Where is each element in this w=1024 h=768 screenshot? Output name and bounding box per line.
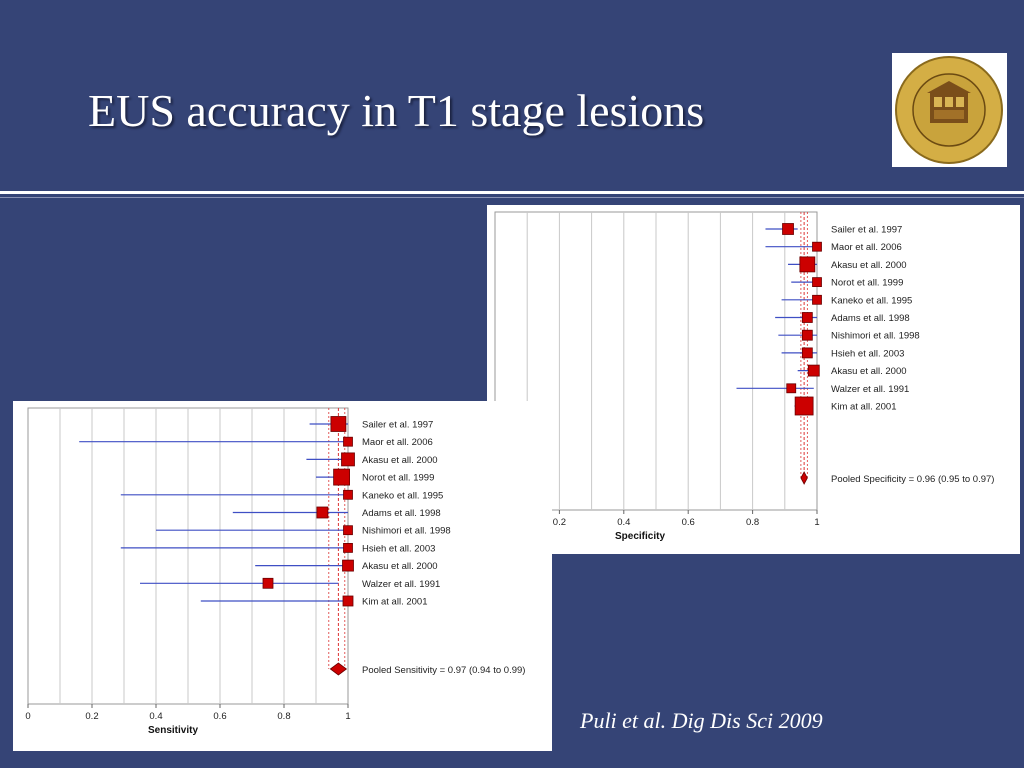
- specificity-pooled-label: Pooled Specificity = 0.96 (0.95 to 0.97): [831, 474, 994, 485]
- sensitivity-pooled-label: Pooled Sensitivity = 0.97 (0.94 to 0.99): [362, 665, 525, 676]
- sensitivity-study-marker: [343, 436, 353, 447]
- specificity-study-marker: [782, 223, 794, 235]
- specificity-study-label: Akasu et all. 2000: [831, 366, 907, 377]
- sensitivity-study-label: Kim at all. 2001: [362, 597, 427, 608]
- sensitivity-study-label: Maor et all. 2006: [362, 437, 433, 448]
- specificity-chart: Sailer et al. 1997 Maor et all. 2006 Akasu…: [492, 211, 994, 542]
- sensitivity-study-marker: [342, 559, 354, 572]
- specificity-study-marker: [794, 396, 814, 416]
- citation: Puli et al. Dig Dis Sci 2009: [580, 708, 823, 733]
- sensitivity-study-label: Kaneko et all. 1995: [362, 490, 443, 501]
- specificity-study-marker: [812, 294, 822, 305]
- sensitivity-study-marker: [343, 542, 353, 553]
- specificity-study-marker: [799, 256, 816, 273]
- sensitivity-study-label: Akasu et all. 2000: [362, 561, 438, 572]
- specificity-tick-label: 1: [814, 517, 819, 528]
- university-seal-icon: [895, 56, 1003, 164]
- sensitivity-study-label: Norot et all. 1999: [362, 473, 434, 484]
- specificity-tick-label: 0.6: [682, 517, 695, 528]
- sensitivity-forest-plot: Sailer et al. 1997 Maor et all. 2006 Akasu…: [13, 401, 552, 751]
- sensitivity-study-marker: [343, 525, 353, 536]
- sensitivity-study-marker: [333, 468, 351, 486]
- sensitivity-study-marker: [341, 452, 355, 467]
- sensitivity-tick-label: 0.4: [149, 711, 162, 722]
- sensitivity-tick-label: 0.2: [85, 711, 98, 722]
- university-logo: [892, 53, 1007, 167]
- specificity-study-marker: [812, 277, 822, 287]
- specificity-study-label: Walzer et all. 1991: [831, 384, 909, 395]
- specificity-study-label: Nishimori et all. 1998: [831, 331, 920, 342]
- sensitivity-study-label: Sailer et al. 1997: [362, 420, 433, 431]
- sensitivity-study-marker: [330, 416, 347, 432]
- specificity-study-marker: [786, 383, 797, 394]
- sensitivity-tick-label: 0.6: [213, 711, 226, 722]
- sensitivity-axis-label: Sensitivity: [148, 725, 198, 736]
- sensitivity-study-label: Akasu et all. 2000: [362, 455, 438, 466]
- specificity-study-marker: [801, 312, 813, 323]
- specificity-tick-label: 0.2: [553, 517, 566, 528]
- specificity-study-label: Norot et all. 1999: [831, 278, 903, 289]
- title-divider: [0, 191, 1024, 194]
- sensitivity-tick-label: 0.8: [277, 711, 290, 722]
- specificity-study-marker: [807, 364, 820, 377]
- sensitivity-chart: Sailer et al. 1997 Maor et all. 2006 Akasu…: [25, 407, 525, 736]
- specificity-study-label: Adams et all. 1998: [831, 313, 910, 324]
- specificity-study-label: Sailer et al. 1997: [831, 225, 902, 236]
- specificity-pooled-diamond: [800, 471, 808, 485]
- specificity-tick-label: 0.4: [617, 517, 630, 528]
- title-divider-thin: [0, 197, 1024, 198]
- sensitivity-study-label: Hsieh et all. 2003: [362, 543, 435, 554]
- specificity-forest-plot: Sailer et al. 1997 Maor et all. 2006 Akasu…: [487, 205, 1020, 554]
- sensitivity-study-marker: [342, 595, 354, 607]
- sensitivity-study-marker: [316, 506, 329, 519]
- specificity-study-label: Hsieh et all. 2003: [831, 348, 904, 359]
- sensitivity-study-marker: [262, 577, 274, 589]
- specificity-study-marker: [801, 329, 813, 341]
- sensitivity-study-marker: [343, 489, 353, 500]
- sensitivity-tick-label: 0: [25, 711, 30, 722]
- specificity-study-label: Kaneko et all. 1995: [831, 295, 912, 306]
- specificity-study-label: Kim at all. 2001: [831, 402, 896, 413]
- sensitivity-study-label: Walzer et all. 1991: [362, 579, 440, 590]
- specificity-study-label: Maor et all. 2006: [831, 242, 902, 253]
- specificity-axis-label: Specificity: [615, 531, 665, 542]
- sensitivity-pooled-diamond: [329, 662, 348, 676]
- specificity-tick-label: 0.8: [746, 517, 759, 528]
- specificity-study-marker: [812, 241, 822, 252]
- specificity-study-marker: [801, 347, 813, 359]
- slide-title: EUS accuracy in T1 stage lesions: [88, 85, 705, 136]
- sensitivity-tick-label: 1: [345, 711, 350, 722]
- specificity-study-label: Akasu et all. 2000: [831, 260, 907, 271]
- sensitivity-study-label: Nishimori et all. 1998: [362, 526, 451, 537]
- sensitivity-study-label: Adams et all. 1998: [362, 508, 441, 519]
